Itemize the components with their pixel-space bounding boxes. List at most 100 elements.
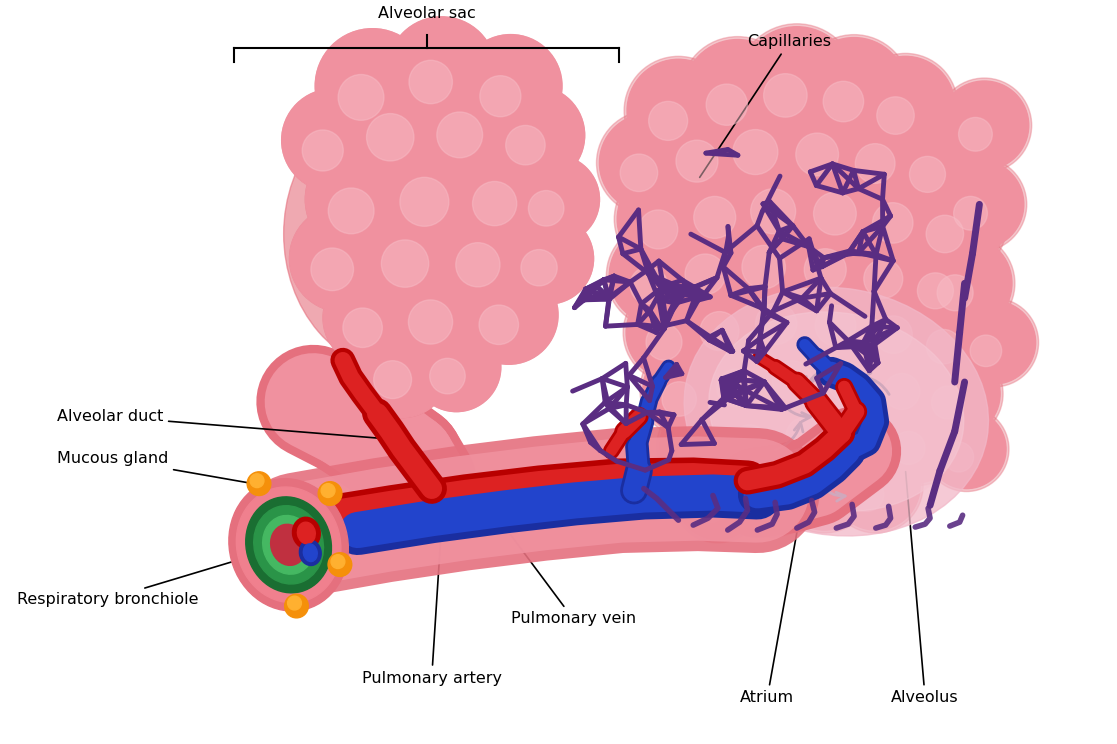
Circle shape — [793, 262, 899, 368]
Circle shape — [813, 192, 857, 235]
Circle shape — [765, 377, 863, 475]
Circle shape — [953, 301, 1035, 384]
Circle shape — [723, 137, 847, 262]
Circle shape — [674, 454, 762, 543]
Circle shape — [932, 157, 1027, 251]
Text: Atrium: Atrium — [741, 491, 804, 705]
Circle shape — [851, 272, 956, 377]
Text: Capillaries: Capillaries — [699, 34, 831, 177]
Circle shape — [755, 303, 796, 344]
Circle shape — [459, 35, 562, 137]
Circle shape — [739, 27, 855, 141]
Circle shape — [375, 129, 498, 251]
FancyArrowPatch shape — [834, 418, 853, 443]
Circle shape — [437, 112, 483, 158]
Circle shape — [949, 298, 1039, 387]
Circle shape — [729, 256, 844, 371]
Circle shape — [764, 74, 808, 117]
Circle shape — [856, 144, 895, 183]
Ellipse shape — [299, 540, 322, 565]
Circle shape — [510, 155, 600, 244]
Text: Alveolar duct: Alveolar duct — [57, 409, 390, 439]
Circle shape — [917, 236, 1012, 330]
Circle shape — [660, 208, 772, 320]
Text: Alveolus: Alveolus — [891, 472, 958, 705]
Circle shape — [863, 259, 903, 298]
Ellipse shape — [709, 312, 964, 511]
Circle shape — [751, 318, 855, 423]
Circle shape — [892, 432, 925, 464]
Circle shape — [839, 214, 948, 323]
Circle shape — [668, 148, 784, 265]
Circle shape — [774, 432, 875, 533]
Circle shape — [630, 266, 668, 304]
Circle shape — [770, 84, 888, 202]
Circle shape — [472, 182, 517, 225]
Circle shape — [355, 323, 449, 417]
Circle shape — [430, 359, 466, 394]
Circle shape — [386, 256, 497, 366]
Circle shape — [528, 190, 564, 226]
Circle shape — [355, 323, 449, 417]
Circle shape — [696, 329, 795, 427]
Circle shape — [670, 151, 781, 262]
Circle shape — [772, 87, 885, 199]
Circle shape — [884, 373, 919, 409]
Circle shape — [328, 553, 352, 577]
Circle shape — [618, 168, 719, 271]
Circle shape — [779, 200, 895, 317]
Circle shape — [924, 407, 1009, 492]
Circle shape — [873, 396, 961, 483]
Circle shape — [717, 369, 754, 407]
Circle shape — [705, 78, 830, 202]
Circle shape — [907, 292, 999, 383]
Circle shape — [937, 275, 973, 311]
Circle shape — [646, 324, 682, 360]
Circle shape — [374, 361, 411, 399]
Circle shape — [607, 223, 710, 327]
Text: Respiratory bronchiole: Respiratory bronchiole — [17, 560, 237, 606]
Circle shape — [850, 478, 884, 511]
Circle shape — [331, 555, 345, 568]
Circle shape — [614, 165, 723, 274]
Circle shape — [712, 386, 806, 481]
Circle shape — [414, 66, 528, 181]
Circle shape — [639, 210, 678, 249]
Circle shape — [289, 205, 397, 312]
Circle shape — [926, 215, 964, 253]
Circle shape — [786, 417, 823, 455]
FancyArrowPatch shape — [779, 399, 811, 421]
Ellipse shape — [293, 517, 321, 549]
Circle shape — [281, 89, 384, 191]
Circle shape — [479, 305, 518, 344]
Circle shape — [400, 177, 449, 226]
Circle shape — [781, 203, 891, 314]
Ellipse shape — [262, 516, 315, 574]
Circle shape — [678, 438, 710, 472]
Circle shape — [823, 81, 863, 122]
Circle shape — [609, 226, 708, 325]
Circle shape — [678, 269, 781, 372]
Circle shape — [806, 321, 909, 423]
Circle shape — [709, 383, 810, 484]
Circle shape — [486, 86, 584, 185]
Circle shape — [777, 435, 872, 530]
Circle shape — [910, 347, 1003, 440]
Circle shape — [718, 199, 832, 313]
Circle shape — [627, 285, 720, 380]
Ellipse shape — [229, 478, 349, 611]
Text: Pulmonary artery: Pulmonary artery — [362, 528, 502, 685]
Circle shape — [724, 440, 821, 537]
Circle shape — [840, 421, 877, 457]
Circle shape — [830, 97, 941, 208]
Circle shape — [343, 66, 461, 185]
Circle shape — [700, 312, 739, 350]
FancyArrowPatch shape — [806, 368, 831, 386]
Circle shape — [285, 594, 308, 618]
Circle shape — [935, 160, 1024, 248]
Circle shape — [685, 254, 726, 295]
Circle shape — [747, 315, 858, 426]
Circle shape — [412, 323, 500, 411]
Circle shape — [829, 438, 923, 533]
Circle shape — [954, 196, 987, 230]
